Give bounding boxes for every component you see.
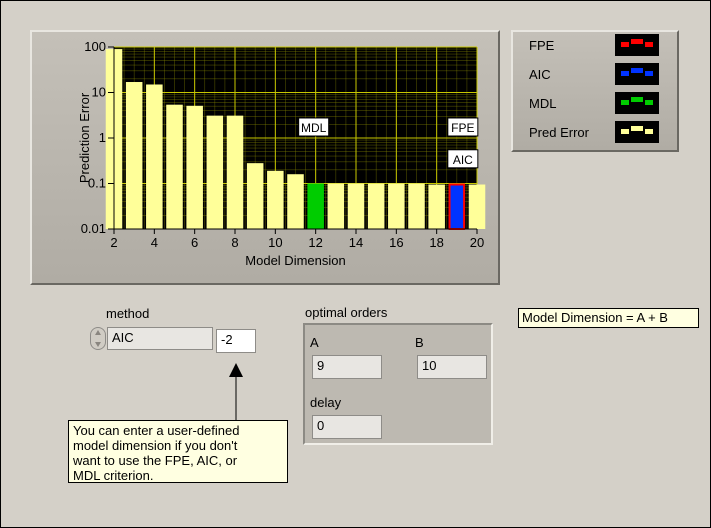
optimal-orders-label: optimal orders	[305, 305, 388, 320]
x-tick-label: 14	[349, 235, 363, 250]
annotation-aic: AIC	[453, 153, 473, 167]
bar	[125, 82, 143, 229]
legend-label: FPE	[529, 38, 555, 53]
bar	[226, 115, 244, 229]
x-tick-label: 10	[268, 235, 282, 250]
x-tick-label: 18	[429, 235, 443, 250]
a-indicator: 9	[312, 355, 382, 379]
b-indicator: 10	[417, 355, 487, 379]
annotation-box	[447, 117, 479, 137]
bar	[146, 84, 163, 229]
annotation-box	[298, 117, 330, 137]
x-tick-label: 2	[110, 235, 117, 250]
bar	[408, 183, 425, 229]
x-tick-label: 4	[151, 235, 158, 250]
chart-svg: 100 10 1 0.1 0.01 2 4 6 8 10 12 14 16 18 20 Model Dimen…	[77, 39, 486, 268]
legend-swatch	[615, 34, 659, 56]
legend-swatch	[615, 121, 659, 143]
y-tick-label: 1	[99, 130, 106, 145]
bar	[347, 183, 365, 229]
bar	[327, 183, 345, 229]
delay-label: delay	[310, 395, 342, 410]
bar	[246, 163, 264, 229]
annotation-fpe: FPE	[451, 121, 474, 135]
bar	[206, 115, 224, 229]
legend-label: MDL	[529, 96, 557, 111]
method-spinner[interactable]	[90, 327, 106, 350]
bar	[388, 183, 405, 229]
bar	[367, 183, 385, 229]
legend-label: Pred Error	[529, 125, 589, 140]
y-tick-label: 0.01	[81, 221, 106, 236]
method-select[interactable]: AIC	[107, 327, 213, 350]
x-tick-label: 6	[191, 235, 198, 250]
bar	[468, 184, 486, 229]
x-tick-label: 16	[389, 235, 403, 250]
optimal-orders-cluster: A 9 B 10 delay 0	[303, 323, 493, 445]
y-tick-label: 10	[92, 85, 106, 100]
pointer-arrow-icon	[229, 363, 243, 420]
spinner-arrows-icon[interactable]	[94, 328, 102, 348]
legend-swatch	[615, 63, 659, 85]
x-tick-label: 20	[470, 235, 484, 250]
user-dimension-tooltip: You can enter a user-defined model dimen…	[68, 420, 288, 483]
b-label: B	[415, 335, 424, 350]
x-axis-title: Model Dimension	[245, 253, 345, 268]
aic-bar	[451, 186, 463, 229]
model-dimension-formula: Model Dimension = A + B	[518, 308, 699, 328]
x-tick-label: 12	[308, 235, 322, 250]
user-dimension-input[interactable]: -2	[216, 329, 256, 353]
bar	[267, 170, 284, 229]
y-tick-label: 100	[84, 39, 106, 54]
legend-swatch	[615, 92, 659, 114]
prediction-error-graph: 100 10 1 0.1 0.01 2 4 6 8 10 12 14 16 18 20 Model Dimen…	[30, 30, 500, 285]
bar	[307, 183, 324, 229]
a-label: A	[310, 335, 319, 350]
bar	[428, 184, 445, 229]
x-tick-label: 8	[231, 235, 238, 250]
legend-label: AIC	[529, 67, 551, 82]
annotation-box	[447, 149, 479, 169]
bar	[166, 104, 183, 229]
y-tick-label: 0.1	[88, 176, 106, 191]
plot-legend: FPE AIC MDL Pred Error	[511, 30, 679, 152]
y-axis-title: Prediction Error	[77, 92, 92, 183]
bar	[186, 105, 203, 229]
annotation-mdl: MDL	[301, 121, 327, 135]
method-label: method	[106, 306, 150, 321]
bar	[287, 174, 304, 229]
delay-indicator: 0	[312, 415, 382, 439]
